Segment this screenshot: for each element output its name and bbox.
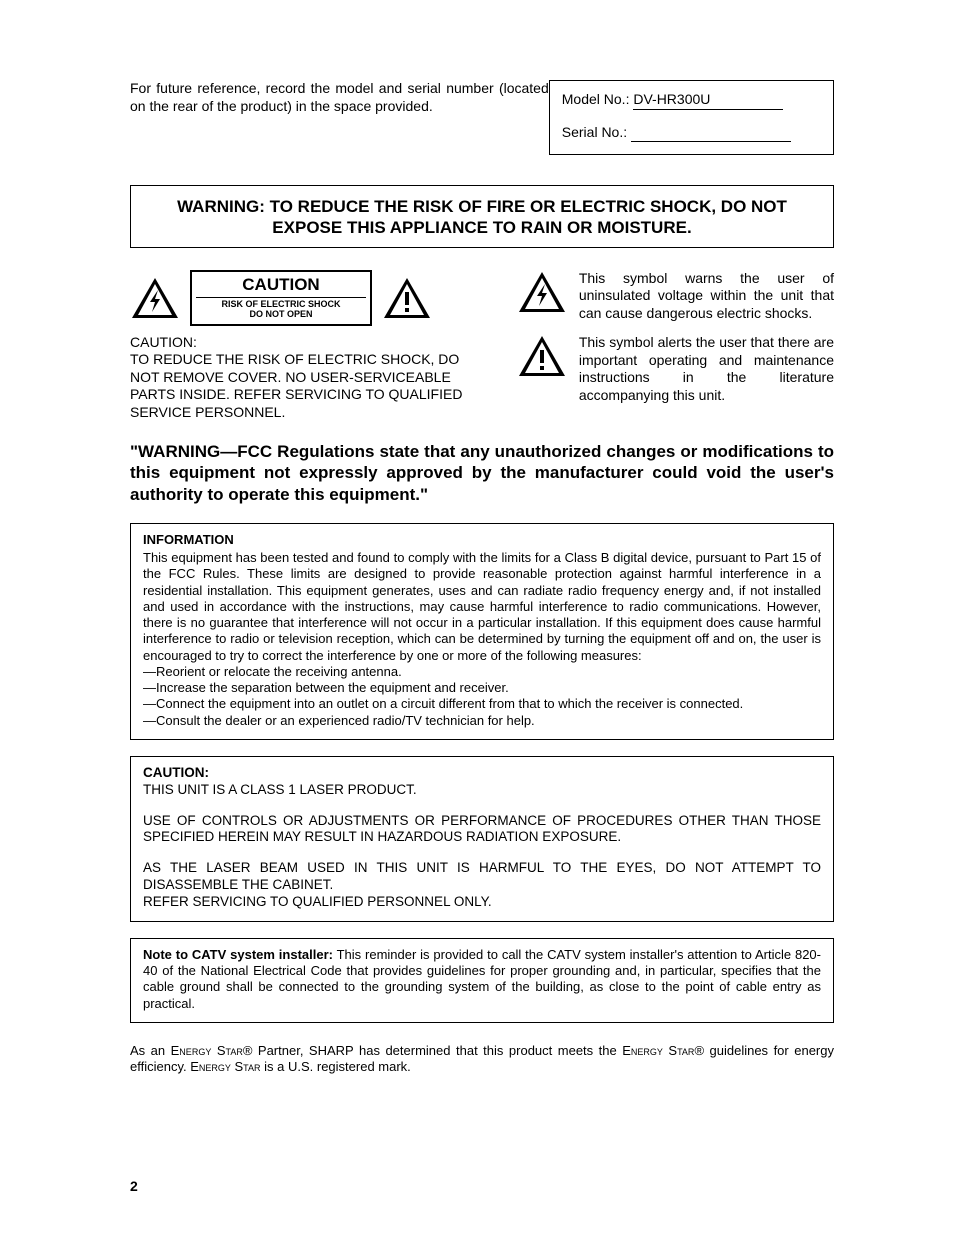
symbols-row: CAUTION RISK OF ELECTRIC SHOCK DO NOT OP… bbox=[130, 270, 834, 422]
symbol-explain-column: This symbol warns the user of uninsulate… bbox=[517, 270, 834, 422]
page-number: 2 bbox=[130, 1178, 138, 1196]
caution-title: CAUTION bbox=[196, 274, 366, 298]
exclamation-triangle-icon bbox=[517, 334, 567, 378]
model-value: DV-HR300U bbox=[633, 91, 783, 110]
info-bullet: —Increase the separation between the equ… bbox=[143, 680, 821, 696]
caution-label-plate: CAUTION RISK OF ELECTRIC SHOCK DO NOT OP… bbox=[190, 270, 372, 326]
information-heading: INFORMATION bbox=[143, 532, 821, 548]
model-line: Model No.: DV-HR300U bbox=[562, 91, 821, 110]
lightning-triangle-icon bbox=[517, 270, 567, 314]
caution-left-text: CAUTION: TO REDUCE THE RISK OF ELECTRIC … bbox=[130, 334, 487, 422]
laser-p1: THIS UNIT IS A CLASS 1 LASER PRODUCT. bbox=[143, 782, 821, 799]
information-box: INFORMATION This equipment has been test… bbox=[130, 523, 834, 740]
warning-label: WARNING: bbox=[177, 197, 265, 216]
serial-label: Serial No.: bbox=[562, 124, 627, 140]
reference-text: For future reference, record the model a… bbox=[130, 80, 549, 115]
info-bullet: —Consult the dealer or an experienced ra… bbox=[143, 713, 821, 729]
laser-p2: USE OF CONTROLS OR ADJUSTMENTS OR PERFOR… bbox=[143, 813, 821, 847]
page: For future reference, record the model a… bbox=[0, 0, 954, 1235]
information-body: This equipment has been tested and found… bbox=[143, 550, 821, 664]
excl-symbol-text: This symbol alerts the user that there a… bbox=[579, 334, 834, 404]
lightning-triangle-icon bbox=[130, 276, 180, 320]
bolt-symbol-row: This symbol warns the user of uninsulate… bbox=[517, 270, 834, 323]
catv-box: Note to CATV system installer: This remi… bbox=[130, 938, 834, 1023]
top-row: For future reference, record the model a… bbox=[130, 80, 834, 155]
model-serial-box: Model No.: DV-HR300U Serial No.: bbox=[549, 80, 834, 155]
model-label: Model No.: bbox=[562, 91, 630, 107]
warning-text: TO REDUCE THE RISK OF FIRE OR ELECTRIC S… bbox=[270, 197, 787, 237]
serial-blank bbox=[631, 124, 791, 143]
laser-caution-box: CAUTION: THIS UNIT IS A CLASS 1 LASER PR… bbox=[130, 756, 834, 922]
fcc-warning-text: "WARNING—FCC Regulations state that any … bbox=[130, 441, 834, 505]
caution-sub: RISK OF ELECTRIC SHOCK DO NOT OPEN bbox=[196, 298, 366, 320]
excl-symbol-row: This symbol alerts the user that there a… bbox=[517, 334, 834, 404]
bolt-symbol-text: This symbol warns the user of uninsulate… bbox=[579, 270, 834, 323]
laser-p4: REFER SERVICING TO QUALIFIED PERSONNEL O… bbox=[143, 894, 821, 911]
serial-line: Serial No.: bbox=[562, 124, 821, 143]
energy-star-text: As an Energy Star® Partner, SHARP has de… bbox=[130, 1043, 834, 1076]
main-warning-box: WARNING: TO REDUCE THE RISK OF FIRE OR E… bbox=[130, 185, 834, 248]
caution-heading: CAUTION: bbox=[130, 334, 197, 350]
caution-icon-row: CAUTION RISK OF ELECTRIC SHOCK DO NOT OP… bbox=[130, 270, 487, 326]
exclamation-triangle-icon bbox=[382, 276, 432, 320]
info-bullet: —Connect the equipment into an outlet on… bbox=[143, 696, 821, 712]
caution-body: TO REDUCE THE RISK OF ELECTRIC SHOCK, DO… bbox=[130, 351, 462, 420]
catv-heading: Note to CATV system installer: bbox=[143, 947, 333, 962]
info-bullet: —Reorient or relocate the receiving ante… bbox=[143, 664, 821, 680]
caution-left-column: CAUTION RISK OF ELECTRIC SHOCK DO NOT OP… bbox=[130, 270, 487, 422]
laser-p3: AS THE LASER BEAM USED IN THIS UNIT IS H… bbox=[143, 860, 821, 894]
laser-caution-heading: CAUTION: bbox=[143, 765, 821, 782]
information-bullets: —Reorient or relocate the receiving ante… bbox=[143, 664, 821, 729]
